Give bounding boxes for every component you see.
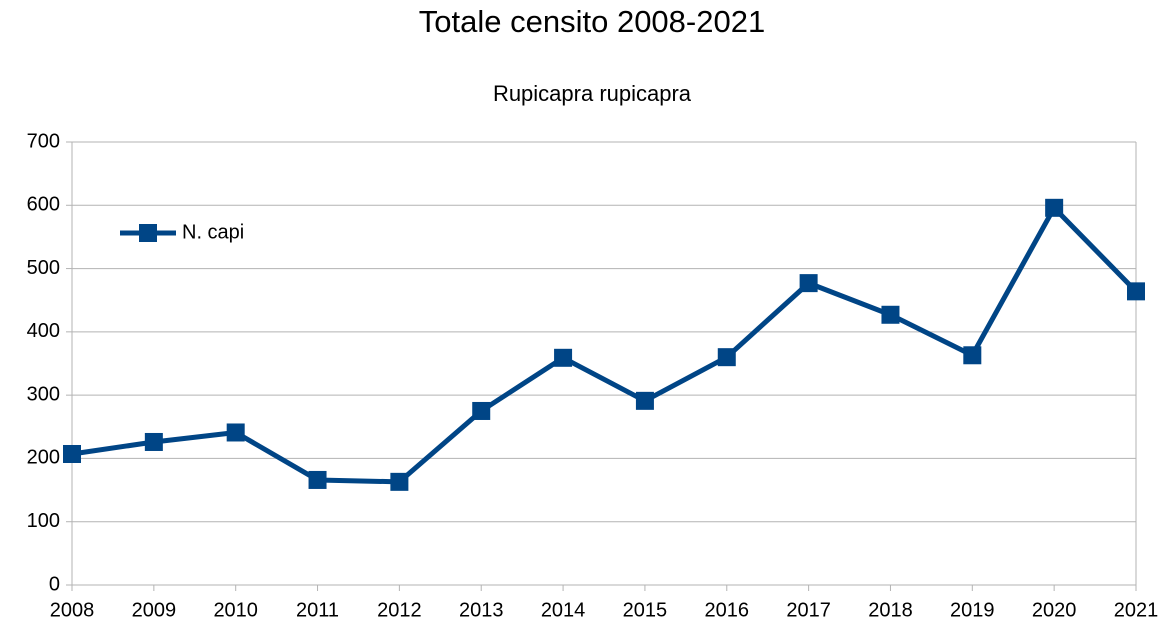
data-point — [554, 348, 573, 367]
legend-marker — [139, 224, 157, 242]
x-tick-label: 2018 — [868, 599, 913, 621]
y-tick-label: 700 — [27, 130, 60, 152]
y-tick-label: 0 — [49, 573, 60, 595]
y-tick-label: 200 — [27, 447, 60, 469]
y-tick-label: 600 — [27, 194, 60, 216]
data-point — [472, 401, 491, 420]
y-tick-label: 300 — [27, 383, 60, 405]
x-tick-label: 2012 — [377, 599, 422, 621]
data-point — [799, 274, 818, 293]
data-point — [963, 346, 982, 365]
data-point — [881, 305, 900, 324]
data-point — [390, 472, 409, 491]
x-tick-label: 2014 — [541, 599, 586, 621]
data-point — [1045, 198, 1064, 217]
chart-title: Totale censito 2008-2021 — [419, 4, 765, 39]
x-tick-label: 2021 — [1114, 599, 1159, 621]
legend-label: N. capi — [182, 221, 244, 243]
x-tick-label: 2019 — [950, 599, 995, 621]
y-tick-label: 100 — [27, 510, 60, 532]
data-point — [1127, 282, 1145, 301]
x-tick-label: 2008 — [50, 599, 95, 621]
x-tick-label: 2011 — [296, 599, 339, 621]
data-point — [635, 391, 654, 410]
x-tick-label: 2010 — [213, 599, 258, 621]
data-line — [71, 205, 1138, 485]
data-point — [717, 348, 736, 367]
x-tick-label: 2013 — [459, 599, 504, 621]
x-tick-label: 2020 — [1032, 599, 1077, 621]
y-tick-label: 500 — [27, 257, 60, 279]
data-point — [226, 423, 245, 442]
x-tick-label: 2015 — [623, 599, 668, 621]
chart-subtitle: Rupicapra rupicapra — [493, 81, 692, 106]
x-tick-label: 2009 — [132, 599, 177, 621]
data-point — [63, 444, 81, 463]
data-point — [308, 470, 327, 489]
y-tick-label: 400 — [27, 320, 60, 342]
data-point — [144, 432, 163, 451]
x-tick-label: 2016 — [705, 599, 750, 621]
x-tick-label: 2017 — [786, 599, 831, 621]
